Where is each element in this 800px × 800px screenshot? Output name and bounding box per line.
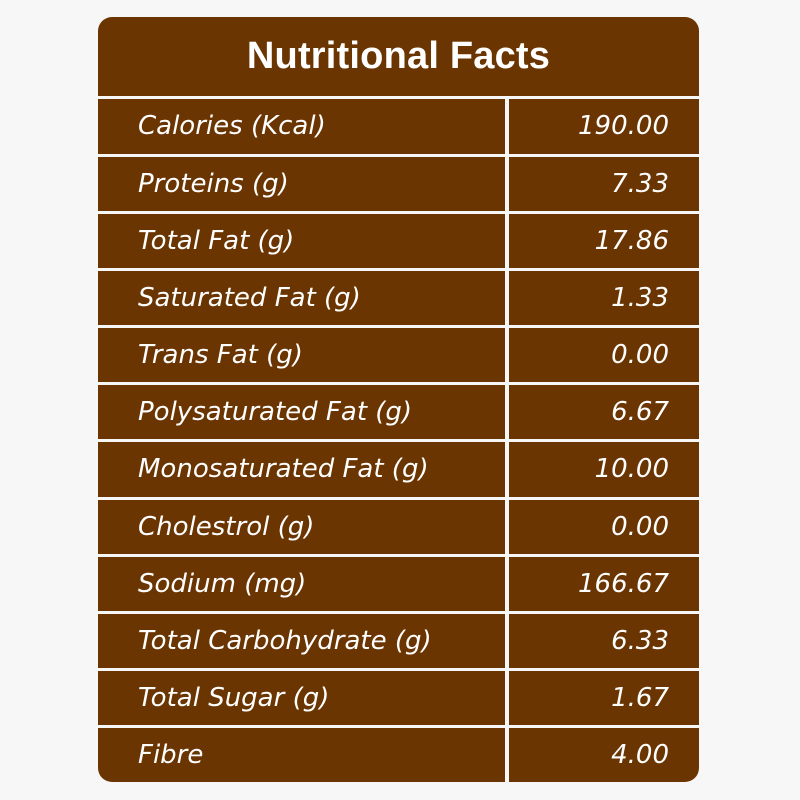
nutrient-label: Fibre xyxy=(138,740,204,770)
table-row: Proteins (g) 7.33 xyxy=(98,157,699,211)
table-row: Trans Fat (g) 0.00 xyxy=(98,328,699,382)
table-row: Saturated Fat (g) 1.33 xyxy=(98,271,699,325)
divider-9 xyxy=(88,611,706,614)
divider-10 xyxy=(88,668,706,671)
nutrient-label: Calories (Kcal) xyxy=(138,111,326,141)
nutrient-value: 6.67 xyxy=(611,397,669,427)
table-row: Sodium (mg) 166.67 xyxy=(98,557,699,611)
table-row: Total Sugar (g) 1.67 xyxy=(98,671,699,725)
nutrient-value: 166.67 xyxy=(578,569,669,599)
nutrient-label: Proteins (g) xyxy=(138,169,289,199)
column-divider xyxy=(505,98,509,782)
nutrient-value: 10.00 xyxy=(594,454,669,484)
nutrient-value: 1.33 xyxy=(611,283,669,313)
nutrient-label: Trans Fat (g) xyxy=(138,340,303,370)
nutrient-value: 0.00 xyxy=(611,340,669,370)
divider-3 xyxy=(88,268,706,271)
divider-4 xyxy=(88,325,706,328)
nutrient-label: Cholestrol (g) xyxy=(138,512,315,542)
divider-7 xyxy=(88,497,706,500)
nutrient-label: Polysaturated Fat (g) xyxy=(138,397,413,427)
divider-6 xyxy=(88,439,706,442)
table-row: Total Fat (g) 17.86 xyxy=(98,214,699,268)
nutrient-label: Total Fat (g) xyxy=(138,226,295,256)
nutrient-label: Total Sugar (g) xyxy=(138,683,330,713)
table-row: Calories (Kcal) 190.00 xyxy=(98,99,699,153)
divider-5 xyxy=(88,382,706,385)
divider-1 xyxy=(88,154,706,157)
nutrient-value: 0.00 xyxy=(611,512,669,542)
divider-11 xyxy=(88,725,706,728)
table-row: Polysaturated Fat (g) 6.67 xyxy=(98,385,699,439)
nutrient-value: 190.00 xyxy=(578,111,669,141)
nutrient-value: 1.67 xyxy=(611,683,669,713)
nutrient-value: 4.00 xyxy=(611,740,669,770)
table-row: Fibre 4.00 xyxy=(98,728,699,782)
table-row: Total Carbohydrate (g) 6.33 xyxy=(98,614,699,668)
nutrition-facts-panel: Nutritional Facts xyxy=(98,17,699,782)
table-title: Nutritional Facts xyxy=(246,34,551,77)
divider-2 xyxy=(88,211,706,214)
table-row: Cholestrol (g) 0.00 xyxy=(98,500,699,554)
nutrient-label: Saturated Fat (g) xyxy=(138,283,361,313)
divider-8 xyxy=(88,554,706,557)
nutrient-value: 17.86 xyxy=(594,226,669,256)
divider-header xyxy=(88,96,706,99)
nutrient-label: Total Carbohydrate (g) xyxy=(138,626,432,656)
nutrient-label: Monosaturated Fat (g) xyxy=(138,454,429,484)
nutrient-label: Sodium (mg) xyxy=(138,569,307,599)
table-row: Monosaturated Fat (g) 10.00 xyxy=(98,442,699,496)
nutrient-value: 7.33 xyxy=(611,169,669,199)
nutrient-value: 6.33 xyxy=(611,626,669,656)
